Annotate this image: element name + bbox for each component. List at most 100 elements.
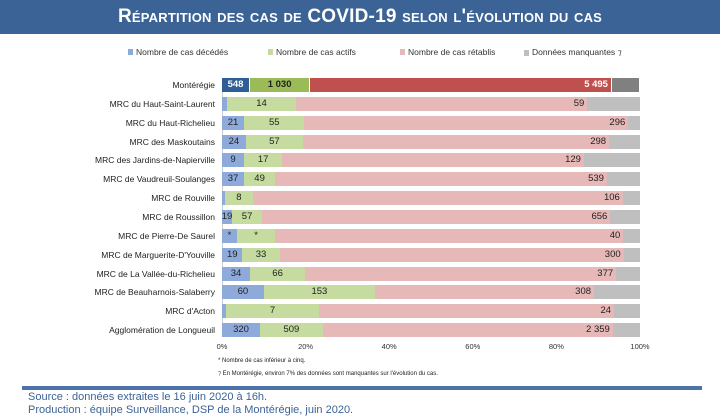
x-tick-label: 40% bbox=[381, 342, 397, 351]
category-label: MRC de Roussillon bbox=[142, 211, 215, 222]
x-tick-label: 80% bbox=[548, 342, 564, 351]
stacked-bar: 24 57 298 bbox=[222, 134, 640, 149]
bar-segment: 21 bbox=[222, 115, 245, 130]
bar-row: MRC d'Acton *724 bbox=[0, 304, 720, 319]
category-label: MRC des Jardins-de-Napierville bbox=[95, 155, 215, 166]
bar-segment: * bbox=[222, 228, 238, 243]
bar-segment: 548 bbox=[222, 78, 250, 92]
legend-swatch bbox=[268, 49, 273, 55]
bar-segment: 66 bbox=[250, 266, 306, 281]
bar-segment bbox=[612, 323, 640, 338]
bar-segment: * bbox=[237, 228, 276, 243]
bar-segment bbox=[614, 304, 640, 319]
bar-segment: 298 bbox=[303, 134, 610, 149]
bar-segment: 40 bbox=[275, 228, 624, 243]
bar-segment bbox=[594, 285, 640, 300]
category-label: MRC de Beauharnois-Salaberry bbox=[94, 287, 215, 298]
data-label: 2 359 bbox=[586, 324, 610, 336]
legend-swatch bbox=[128, 49, 133, 55]
data-label: 539 bbox=[588, 173, 604, 185]
category-label: MRC de Pierre-De Saurel bbox=[118, 230, 215, 241]
stacked-bar: 60 153 308 bbox=[222, 285, 640, 300]
divider bbox=[22, 386, 702, 390]
category-label: MRC d'Acton bbox=[165, 306, 215, 317]
data-label: 19 bbox=[226, 248, 238, 260]
data-label: 24 bbox=[228, 135, 240, 147]
bar-segment: 1 030 bbox=[250, 78, 311, 92]
data-label: 106 bbox=[603, 192, 620, 204]
data-label: 60 bbox=[237, 286, 249, 298]
data-label: 57 bbox=[269, 135, 280, 147]
bar-segment: 300 bbox=[279, 247, 624, 262]
data-label: 298 bbox=[590, 135, 607, 147]
bar-segment: 57 bbox=[232, 209, 263, 224]
stacked-bar: 548 1 030 5 495 bbox=[222, 78, 640, 92]
stacked-bar: 19 57 656 bbox=[221, 209, 640, 224]
y-axis-line bbox=[222, 80, 223, 337]
bar-row: MRC de Beauharnois-Salaberry 60 153 308 bbox=[0, 285, 720, 300]
category-label: Agglomération de Longueuil bbox=[109, 325, 215, 336]
data-label: 300 bbox=[604, 248, 621, 260]
data-label: 509 bbox=[283, 324, 300, 336]
legend-label: Nombre de cas rétablis bbox=[408, 47, 496, 57]
x-tick-label: 0% bbox=[216, 342, 228, 351]
bar-segment: 539 bbox=[275, 172, 607, 187]
bar-segment: 49 bbox=[244, 172, 276, 187]
bar-segment: 60 bbox=[222, 285, 264, 300]
bar-segment: 7 bbox=[226, 304, 319, 319]
bar-row: MRC du Haut-Richelieu 21 55 296 bbox=[0, 115, 720, 131]
data-label: 377 bbox=[597, 267, 614, 279]
legend-item: Nombre de cas actifs bbox=[268, 47, 356, 57]
legend-swatch bbox=[524, 49, 529, 56]
category-label: MRC de Rouville bbox=[151, 193, 215, 204]
bar-segment bbox=[610, 209, 640, 224]
category-label: Montérégie bbox=[172, 80, 215, 90]
category-label: MRC de Marguerite-D'Youville bbox=[101, 249, 215, 260]
bar-segment: 509 bbox=[260, 323, 323, 338]
legend-label: Nombre de cas décédés bbox=[136, 47, 229, 57]
data-label: 548 bbox=[227, 79, 244, 90]
bar-row: MRC de Pierre-De Saurel * * 40 bbox=[0, 228, 720, 244]
data-label: 5 495 bbox=[584, 79, 608, 90]
bar-segment: 377 bbox=[305, 266, 617, 281]
data-label: 21 bbox=[227, 116, 239, 128]
stacked-bar: 320 509 2 359 bbox=[222, 323, 640, 338]
bar-segment: 33 bbox=[242, 247, 280, 262]
bar-segment bbox=[623, 247, 640, 262]
bar-segment bbox=[587, 96, 640, 111]
bar-row: MRC des Jardins-de-Napierville 9 17 129 bbox=[0, 153, 720, 168]
bar-segment: 57 bbox=[245, 134, 304, 149]
data-label: 55 bbox=[268, 116, 280, 128]
stacked-bar: *724 bbox=[222, 304, 640, 319]
data-label: 40 bbox=[609, 229, 621, 241]
data-label: * bbox=[227, 229, 232, 241]
data-label: 1 030 bbox=[267, 79, 292, 90]
source-text: Source : données extraites le 16 juin 20… bbox=[28, 391, 268, 403]
bar-segment: 129 bbox=[282, 153, 584, 168]
data-label: 49 bbox=[254, 173, 265, 185]
data-label: 59 bbox=[573, 97, 585, 109]
bar-segment: 9 bbox=[222, 153, 245, 168]
data-label: 296 bbox=[609, 116, 626, 128]
stacked-bar: * * 40 bbox=[222, 228, 640, 243]
stacked-bar: 37 49 539 bbox=[222, 172, 640, 187]
stacked-bar: 34 66 377 bbox=[222, 266, 640, 281]
data-label: 19 bbox=[221, 210, 233, 222]
note-asterisk: * Nombre de cas inférieur à cinq. bbox=[218, 358, 306, 364]
data-label: 308 bbox=[575, 286, 592, 298]
bar-row: Agglomération de Longueuil 320 509 2 359 bbox=[0, 323, 720, 338]
bar-segment: 19 bbox=[221, 209, 233, 224]
category-label: MRC des Maskoutains bbox=[129, 136, 215, 147]
bar-segment bbox=[611, 78, 640, 92]
bar-segment: 55 bbox=[244, 115, 305, 130]
data-label: 66 bbox=[272, 267, 283, 279]
bar-segment bbox=[606, 172, 640, 187]
bar-segment: 24 bbox=[222, 134, 246, 149]
bar-segment: 14 bbox=[226, 96, 297, 111]
bar-segment: 24 bbox=[318, 304, 615, 319]
bar-segment: 320 bbox=[222, 323, 261, 338]
category-label: MRC de Vaudreuil-Soulanges bbox=[103, 174, 215, 185]
bar-segment: 19 bbox=[222, 247, 243, 262]
legend-label: Données manquantes ⁊ bbox=[532, 47, 622, 57]
